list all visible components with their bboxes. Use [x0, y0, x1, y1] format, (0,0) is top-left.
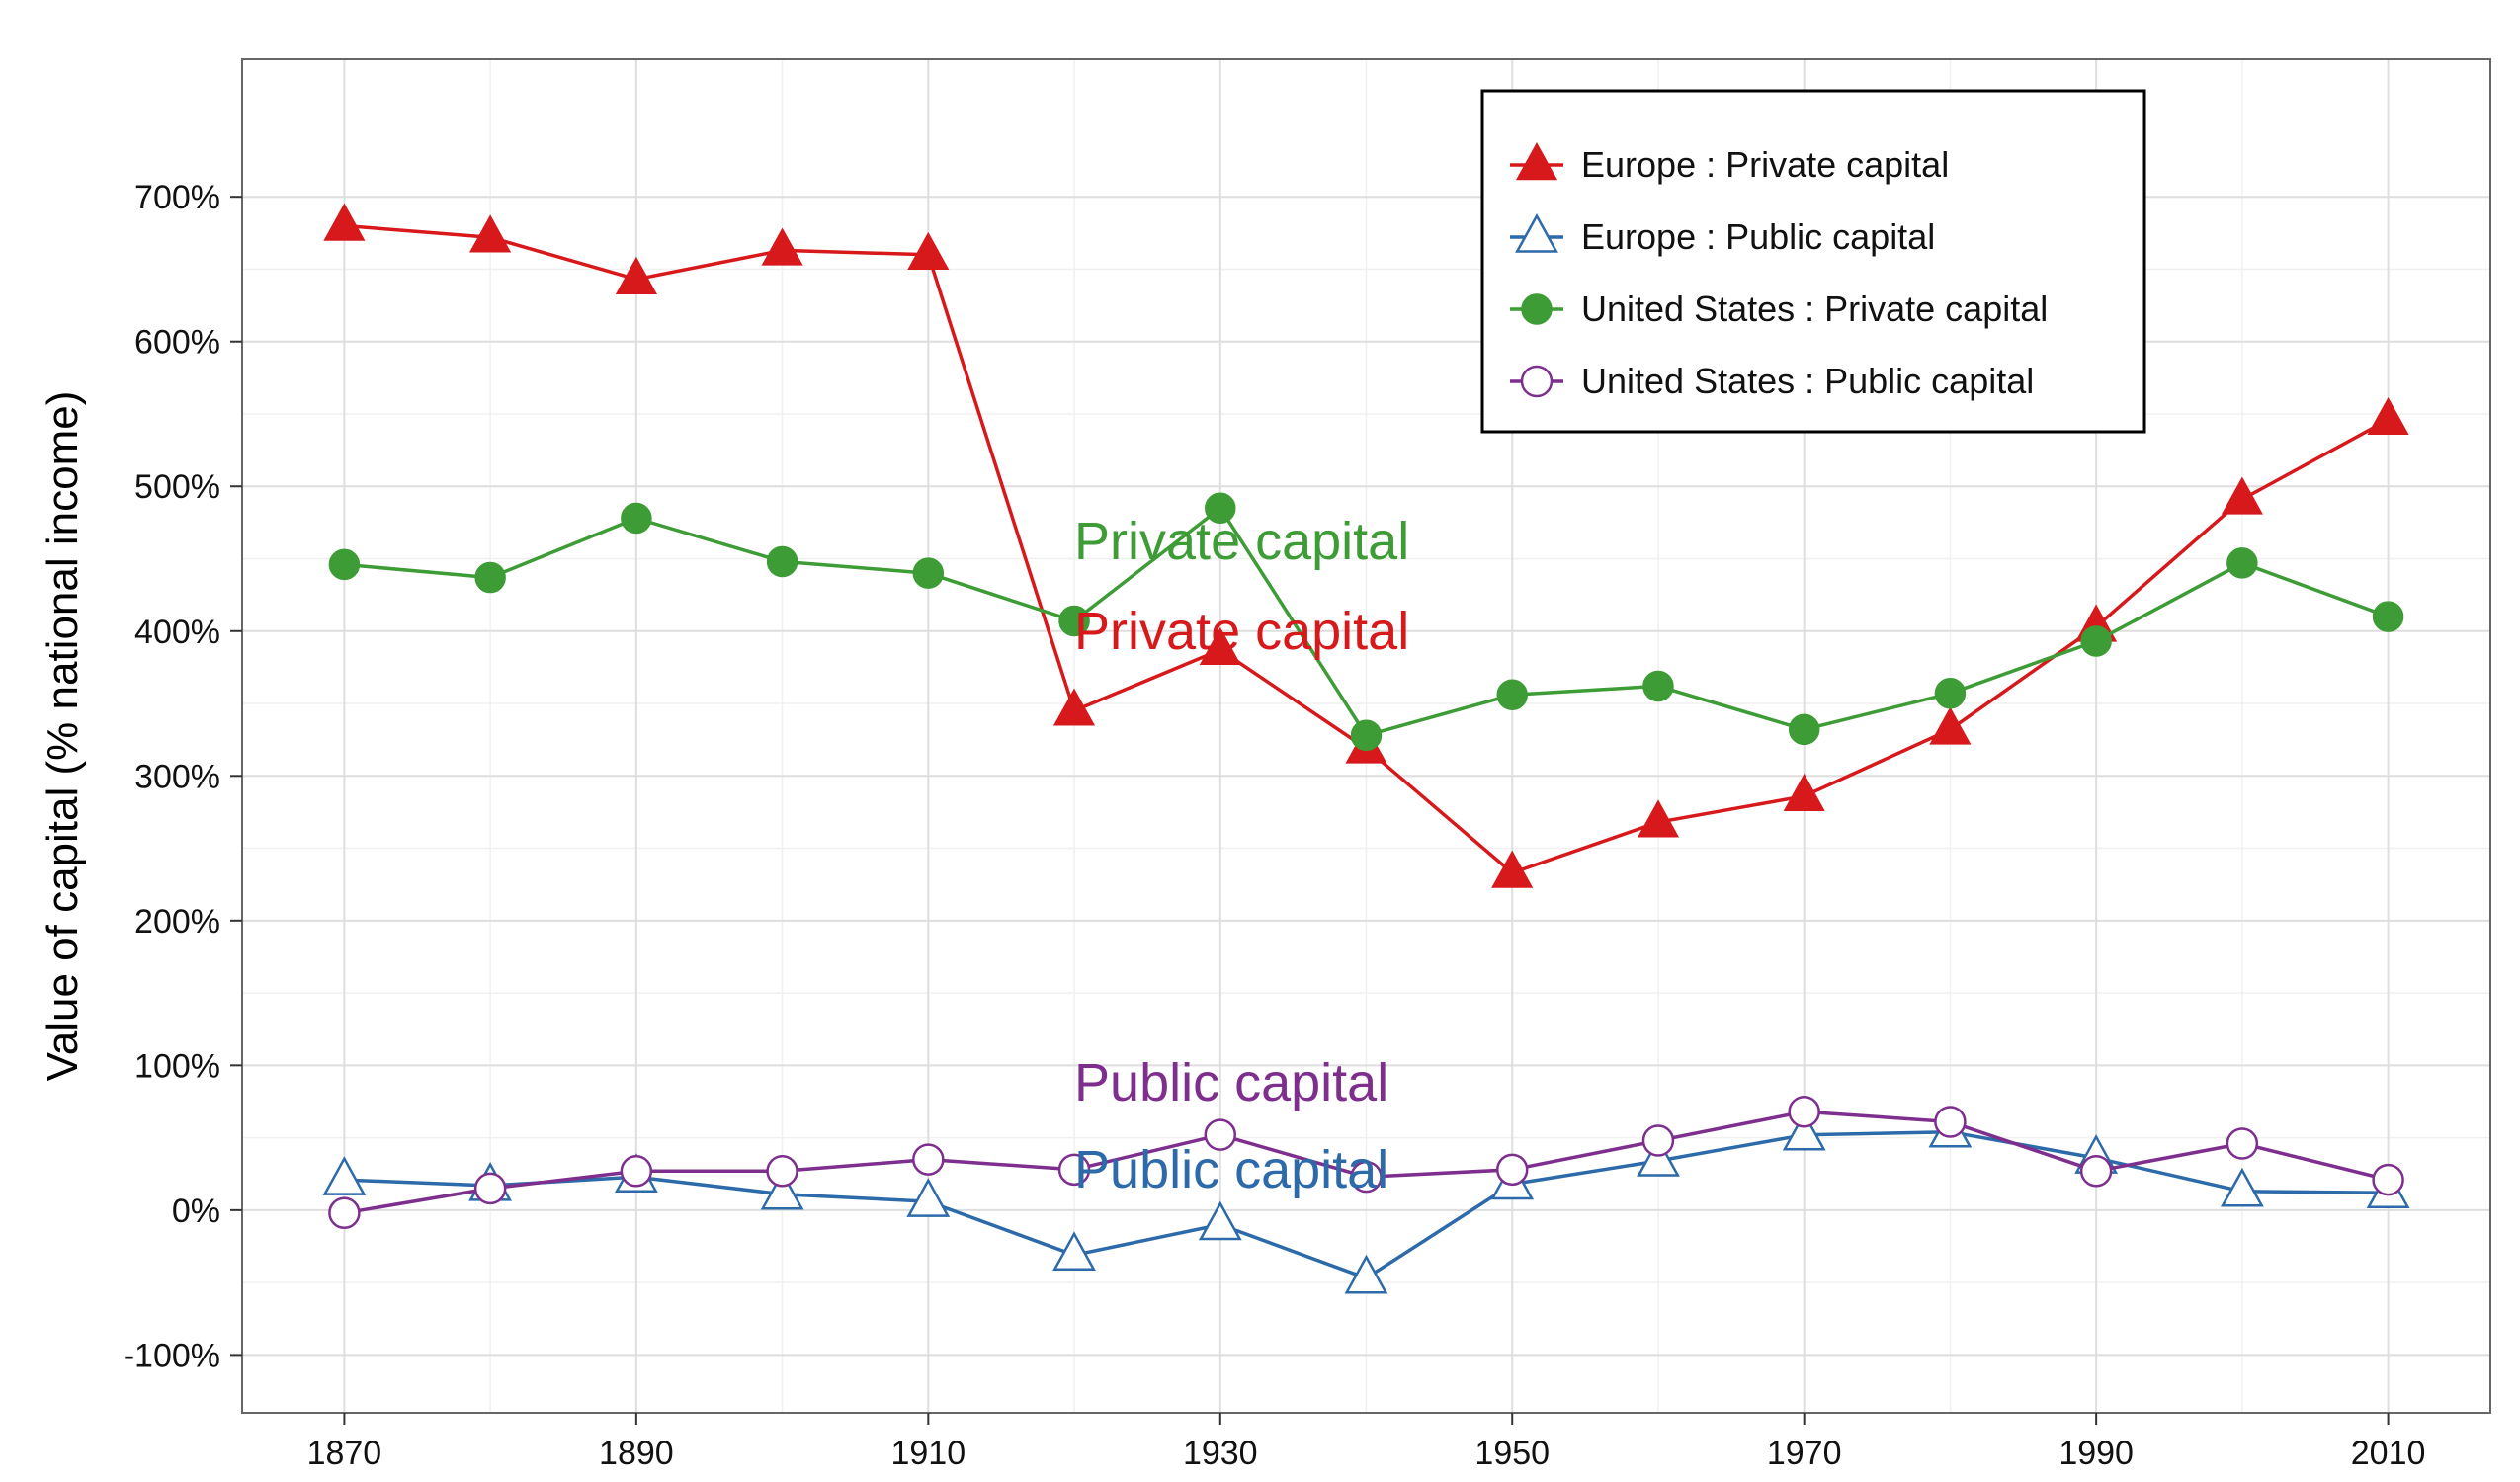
data-point — [2226, 1127, 2259, 1160]
data-point — [621, 502, 652, 535]
annotation-label: Public capital — [1074, 1053, 1388, 1112]
data-point — [1491, 850, 1534, 888]
legend-label: United States : Public capital — [1581, 361, 2034, 401]
data-point — [2220, 1167, 2264, 1207]
y-tick-label: 0% — [172, 1193, 220, 1230]
legend-box — [1480, 89, 2146, 434]
plot-border — [241, 58, 2491, 1414]
data-point — [620, 1155, 653, 1188]
data-point — [1052, 688, 1096, 726]
legend-key-marker — [1515, 142, 1558, 181]
annotation-label: Private capital — [1074, 512, 1409, 571]
data-point — [1057, 1153, 1091, 1187]
legend-key-marker — [1515, 213, 1558, 253]
data-point — [1052, 1231, 1096, 1272]
data-point — [1204, 1118, 1237, 1151]
data-point — [1641, 1124, 1675, 1157]
legend-entry: Europe : Private capital — [1510, 142, 1949, 185]
annotation-label: Private capital — [1074, 602, 1409, 661]
data-point — [1637, 799, 1680, 838]
series-layer — [322, 203, 2410, 1294]
annotation-layer: Private capital Private capital Public cap… — [1074, 512, 1409, 1199]
data-point — [1929, 706, 1972, 745]
series-3 — [328, 1095, 2404, 1230]
grid-minor — [242, 59, 2490, 1413]
data-point — [906, 1178, 951, 1217]
data-point — [1783, 773, 1825, 812]
data-point — [1205, 492, 1236, 524]
data-point — [1350, 1160, 1383, 1194]
data-point — [1496, 679, 1528, 710]
legend-entry: Europe : Public capital — [1510, 213, 1935, 257]
data-point — [766, 1155, 798, 1188]
data-point — [1637, 1137, 1680, 1177]
data-point — [912, 1143, 945, 1176]
legend-label: Europe : Public capital — [1581, 216, 1935, 257]
y-axis: -100% 0% 100% 200% 300% 400% 500% 600% 700% — [124, 179, 242, 1374]
data-point — [761, 227, 803, 266]
y-tick-label: 200% — [134, 903, 220, 941]
x-tick-label: 1870 — [307, 1435, 382, 1472]
x-axis: 1870 1890 1910 1930 1950 1970 1990 2010 — [307, 1413, 2426, 1472]
y-tick-label: 400% — [134, 614, 220, 651]
legend-key-marker — [1521, 293, 1553, 325]
data-point — [907, 231, 950, 271]
data-point — [473, 1172, 507, 1205]
y-tick-label: 300% — [134, 758, 220, 795]
series-2 — [328, 492, 2404, 752]
data-point — [2372, 1163, 2404, 1196]
x-tick-label: 1910 — [890, 1435, 966, 1472]
data-point — [323, 203, 366, 241]
data-point — [1788, 1095, 1820, 1128]
data-point — [1198, 1200, 1242, 1241]
y-tick-label: -100% — [124, 1337, 220, 1374]
data-point — [1350, 719, 1383, 752]
x-tick-label: 1890 — [599, 1435, 674, 1472]
data-point — [2221, 476, 2263, 515]
data-point — [1495, 1153, 1529, 1187]
data-point — [2372, 601, 2404, 632]
legend-label: Europe : Private capital — [1581, 144, 1949, 185]
x-tick-label: 2010 — [2351, 1435, 2426, 1472]
data-point — [474, 561, 506, 594]
data-point — [760, 1170, 804, 1210]
data-point — [912, 557, 945, 589]
annotation-label: Public capital — [1074, 1140, 1388, 1199]
x-tick-label: 1990 — [2058, 1435, 2134, 1472]
legend-entry: United States : Public capital — [1510, 361, 2034, 401]
data-point — [1642, 670, 1674, 702]
y-axis-title: Value of capital (% national income) — [39, 391, 87, 1082]
data-point — [1934, 678, 1967, 709]
data-point — [615, 256, 657, 294]
y-tick-label: 600% — [134, 324, 220, 362]
data-point — [1058, 605, 1090, 637]
legend-key-marker — [1520, 365, 1554, 398]
data-point — [766, 545, 798, 578]
data-point — [2226, 547, 2258, 579]
data-point — [328, 548, 361, 581]
data-point — [2079, 1155, 2113, 1188]
data-point — [1788, 713, 1820, 746]
x-tick-label: 1930 — [1183, 1435, 1258, 1472]
data-point — [1782, 1111, 1826, 1151]
legend: Europe : Private capital Europe : Public … — [1480, 89, 2146, 434]
legend-label: United States : Private capital — [1581, 288, 2048, 329]
legend-entry: United States : Private capital — [1510, 288, 2048, 329]
x-tick-label: 1970 — [1767, 1435, 1842, 1472]
data-point — [1199, 626, 1241, 666]
y-tick-label: 100% — [134, 1047, 220, 1085]
y-tick-label: 700% — [134, 179, 220, 216]
data-point — [328, 1196, 361, 1230]
data-point — [1934, 1106, 1967, 1138]
data-point — [2080, 625, 2112, 657]
x-tick-label: 1950 — [1474, 1435, 1550, 1472]
data-point — [1344, 1254, 1388, 1294]
data-point — [322, 1156, 367, 1195]
data-point — [469, 214, 512, 253]
data-point — [2367, 396, 2409, 436]
y-tick-label: 500% — [134, 468, 220, 506]
